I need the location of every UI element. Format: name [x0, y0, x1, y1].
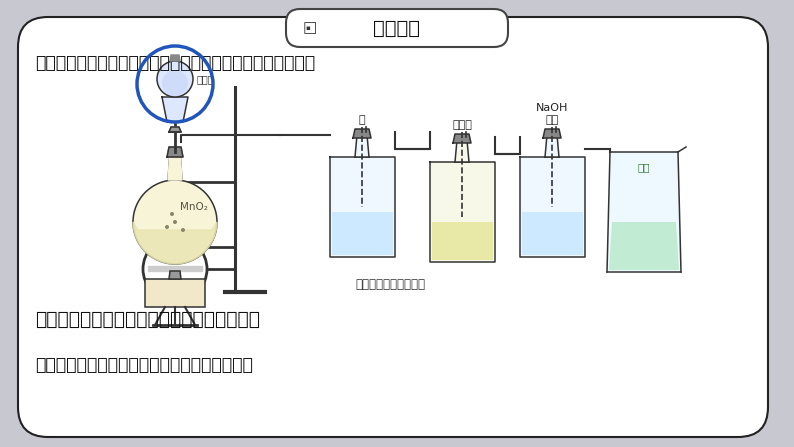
Circle shape [165, 225, 169, 229]
Polygon shape [330, 157, 395, 257]
Polygon shape [168, 152, 182, 180]
Polygon shape [162, 97, 188, 122]
Text: ▪: ▪ [306, 25, 310, 31]
Circle shape [133, 180, 217, 264]
Circle shape [162, 70, 188, 96]
Circle shape [173, 220, 177, 224]
Polygon shape [432, 222, 493, 260]
Polygon shape [145, 279, 205, 307]
Polygon shape [430, 162, 495, 262]
Polygon shape [133, 222, 217, 264]
Text: 在制取氯气的实验中，你选择量取盐酸的体积还是称其质量？: 在制取氯气的实验中，你选择量取盐酸的体积还是称其质量？ [35, 54, 315, 72]
Text: □: □ [303, 21, 317, 35]
Polygon shape [353, 129, 371, 138]
Polygon shape [148, 266, 202, 271]
Polygon shape [169, 127, 181, 132]
Text: 水: 水 [359, 115, 365, 125]
Polygon shape [332, 212, 393, 255]
Polygon shape [453, 134, 471, 143]
Polygon shape [522, 212, 583, 255]
Text: NaOH
溶液: NaOH 溶液 [536, 103, 569, 125]
Text: 一般都是量取溶液的体积，而很少去称其质量: 一般都是量取溶液的体积，而很少去称其质量 [35, 309, 260, 329]
Polygon shape [543, 129, 561, 138]
Text: 有没有和溶液体积直接相关的浓度表示方法呢？: 有没有和溶液体积直接相关的浓度表示方法呢？ [35, 356, 252, 374]
Text: 浓盐酸: 浓盐酸 [197, 74, 214, 84]
Polygon shape [167, 147, 183, 157]
FancyBboxPatch shape [286, 9, 508, 47]
Polygon shape [170, 55, 180, 61]
Circle shape [170, 212, 174, 216]
Text: MnO₂: MnO₂ [180, 202, 208, 212]
Polygon shape [545, 135, 559, 157]
FancyBboxPatch shape [18, 17, 768, 437]
Polygon shape [169, 271, 181, 279]
Circle shape [181, 228, 185, 232]
Text: 新知探究: 新知探究 [373, 18, 421, 38]
Polygon shape [520, 157, 585, 257]
Polygon shape [455, 140, 469, 162]
Polygon shape [607, 152, 681, 272]
Text: 氯气的制取与净化装置: 氯气的制取与净化装置 [355, 278, 425, 291]
Polygon shape [609, 222, 679, 270]
Circle shape [157, 61, 193, 97]
Text: 浓硫酸: 浓硫酸 [452, 120, 472, 130]
Text: 氯气: 氯气 [638, 162, 650, 172]
Polygon shape [355, 135, 369, 157]
